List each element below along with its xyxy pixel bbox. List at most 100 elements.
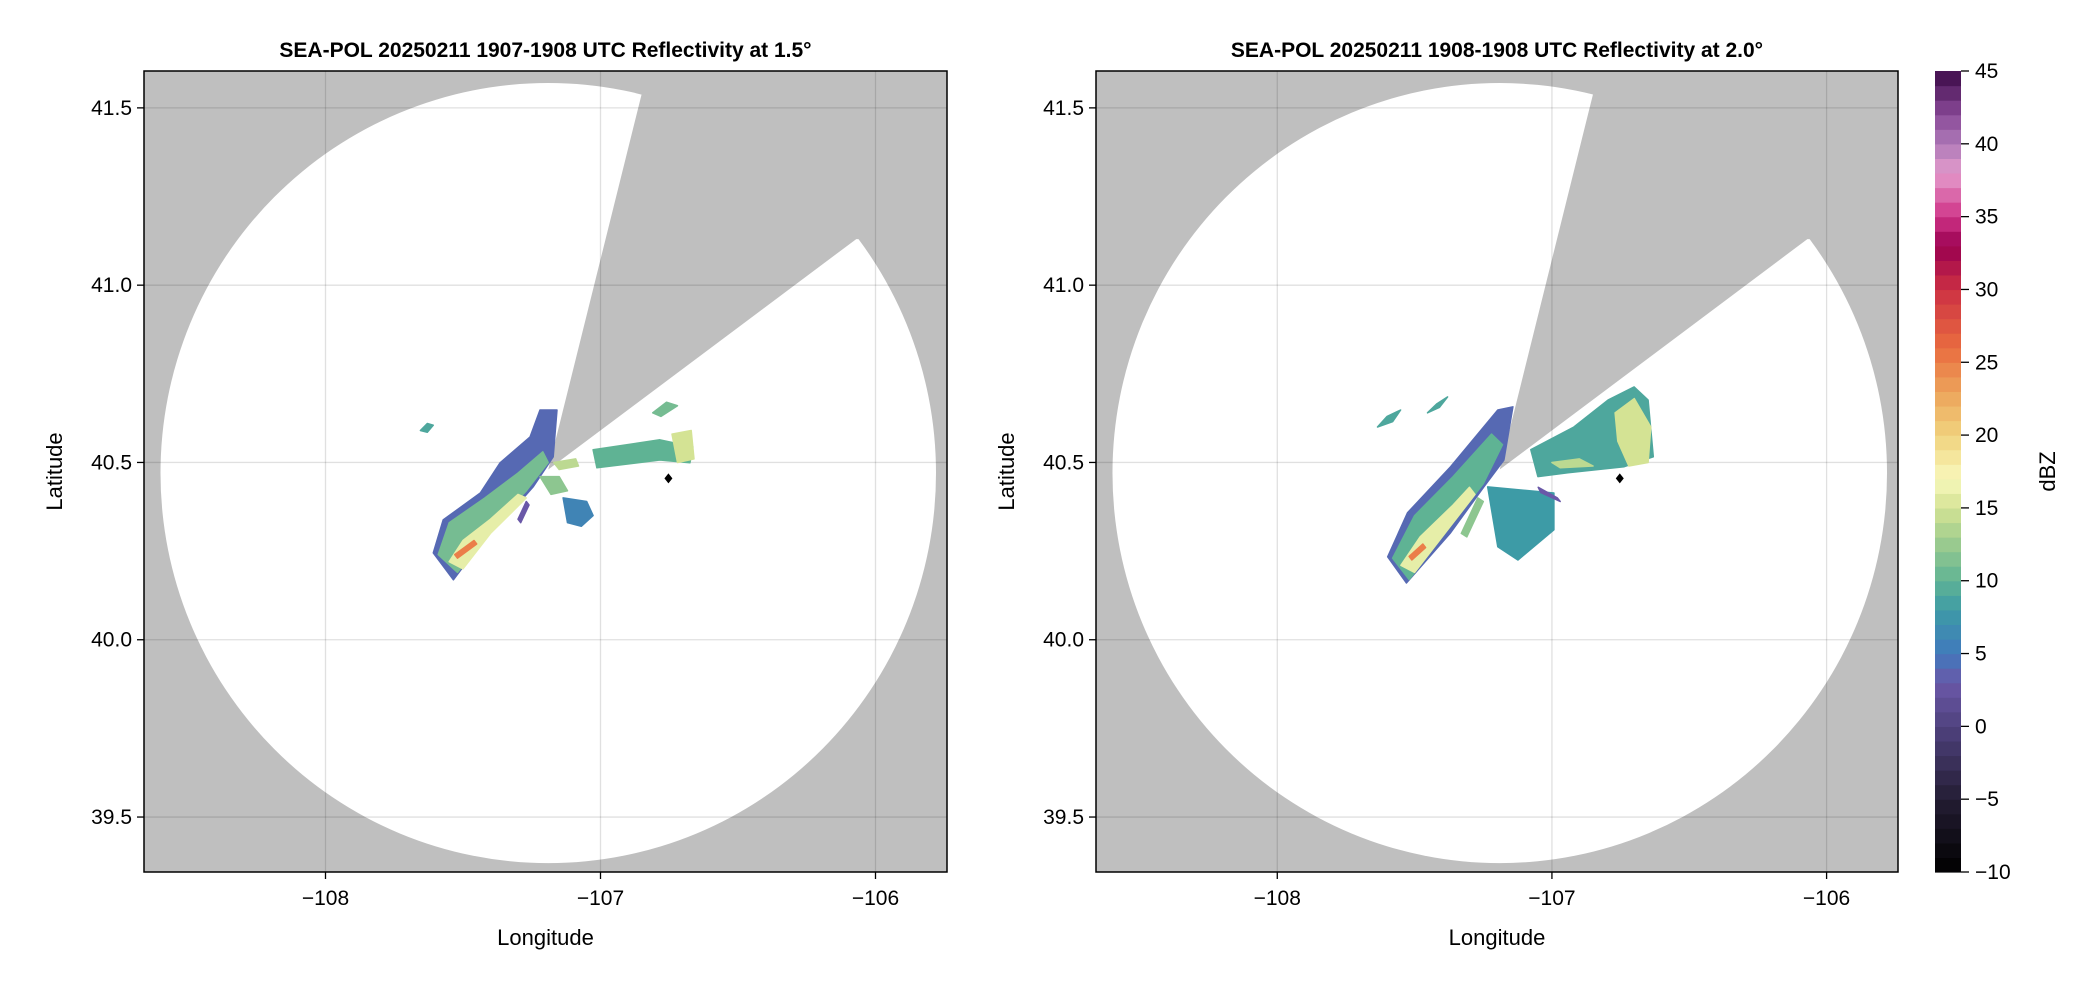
colorbar-label: dBZ bbox=[2035, 451, 2060, 491]
colorbar-bin bbox=[1935, 129, 1961, 145]
colorbar-bin bbox=[1935, 638, 1961, 655]
colorbar-tick-label: 5 bbox=[1975, 643, 1987, 666]
colorbar-tick-label: −10 bbox=[1975, 861, 2011, 884]
location-marker-diamond bbox=[1615, 473, 1624, 484]
colorbar-bin bbox=[1935, 158, 1961, 174]
y-tick-label: 40.5 bbox=[1043, 451, 1084, 474]
chart-title: SEA-POL 20250211 1908-1908 UTC Reflectiv… bbox=[1231, 39, 1763, 62]
colorbar-bin bbox=[1935, 245, 1961, 261]
x-tick-label: −108 bbox=[302, 887, 349, 910]
x-axis-label: Longitude bbox=[497, 925, 594, 950]
colorbar-tick-label: 0 bbox=[1975, 715, 1987, 738]
colorbar-bin bbox=[1935, 333, 1961, 349]
y-tick-label: 40.0 bbox=[91, 629, 132, 652]
colorbar-bin bbox=[1935, 187, 1961, 203]
colorbar-bin bbox=[1935, 347, 1961, 363]
colorbar-bin bbox=[1935, 857, 1961, 873]
colorbar-bin bbox=[1935, 85, 1961, 101]
colorbar-bin bbox=[1935, 726, 1961, 742]
colorbar: −10 −5 0 5 10 15 20 25 30 35 40 45 dBZ bbox=[1935, 60, 2060, 884]
chart-title: SEA-POL 20250211 1907-1908 UTC Reflectiv… bbox=[279, 39, 811, 62]
colorbar-tick-label: −5 bbox=[1975, 788, 1999, 811]
location-marker-diamond bbox=[664, 473, 673, 484]
y-tick-label: 39.5 bbox=[1043, 806, 1084, 829]
colorbar-tick-label: 35 bbox=[1975, 206, 1998, 229]
colorbar-tick-label: 25 bbox=[1975, 351, 1998, 374]
colorbar-tick-label: 15 bbox=[1975, 497, 1998, 520]
colorbar-bin bbox=[1935, 668, 1961, 684]
colorbar-bin bbox=[1935, 143, 1961, 159]
reflectivity-echo bbox=[1460, 497, 1485, 538]
colorbar-bin bbox=[1935, 653, 1961, 669]
blocked-sector bbox=[548, 71, 947, 470]
x-tick-label: −106 bbox=[1803, 887, 1850, 910]
colorbar-bin bbox=[1935, 376, 1961, 392]
y-tick-label: 40.5 bbox=[91, 451, 132, 474]
colorbar-bin bbox=[1935, 114, 1961, 130]
reflectivity-echo bbox=[1537, 486, 1561, 503]
reflectivity-echo bbox=[1408, 543, 1427, 561]
colorbar-bin bbox=[1935, 231, 1961, 247]
colorbar-bin bbox=[1935, 100, 1961, 116]
colorbar-bin bbox=[1935, 784, 1961, 800]
colorbar-bin bbox=[1935, 435, 1961, 451]
colorbar-bin bbox=[1935, 609, 1961, 626]
colorbar-bin bbox=[1935, 828, 1961, 844]
colorbar-bin bbox=[1935, 216, 1961, 232]
reflectivity-echo bbox=[1551, 458, 1594, 469]
colorbar-bin bbox=[1935, 595, 1961, 611]
y-tick-label: 40.0 bbox=[1043, 629, 1084, 652]
colorbar-bin bbox=[1935, 362, 1961, 378]
colorbar-bin bbox=[1935, 289, 1961, 305]
blocked-sector bbox=[1499, 71, 1898, 470]
x-tick-label: −107 bbox=[1528, 887, 1575, 910]
reflectivity-echo bbox=[552, 458, 580, 471]
plot-area bbox=[144, 71, 947, 872]
colorbar-bin bbox=[1935, 507, 1961, 524]
colorbar-bin bbox=[1935, 202, 1961, 218]
reflectivity-echo bbox=[453, 539, 478, 559]
colorbar-bin bbox=[1935, 842, 1961, 859]
colorbar-bin bbox=[1935, 274, 1961, 291]
reflectivity-echo bbox=[419, 422, 435, 434]
y-tick-label: 41.5 bbox=[91, 97, 132, 120]
reflectivity-echo bbox=[651, 401, 679, 418]
plot-area bbox=[1096, 71, 1898, 872]
colorbar-bin bbox=[1935, 260, 1961, 276]
reflectivity-echo bbox=[517, 500, 530, 524]
colorbar-bin bbox=[1935, 755, 1961, 771]
colorbar-tick-label: 45 bbox=[1975, 60, 1998, 83]
colorbar-bin bbox=[1935, 740, 1961, 757]
y-axis-label: Latitude bbox=[994, 432, 1019, 510]
reflectivity-echo bbox=[671, 429, 695, 464]
colorbar-bin bbox=[1935, 537, 1961, 553]
colorbar-bin bbox=[1935, 493, 1961, 509]
colorbar-bin bbox=[1935, 71, 1961, 87]
colorbar-tick-label: 40 bbox=[1975, 133, 1998, 156]
colorbar-bin bbox=[1935, 624, 1961, 640]
right-radar-panel: −108 −107 −106 39.5 40.0 40.5 41.0 41.5 SEA-POL … bbox=[994, 39, 1899, 950]
colorbar-bin bbox=[1935, 391, 1961, 407]
colorbar-bin bbox=[1935, 566, 1961, 582]
axes-frame bbox=[1095, 70, 1899, 873]
reflectivity-echo bbox=[1426, 396, 1449, 414]
colorbar-bin bbox=[1935, 304, 1961, 320]
reflectivity-echo bbox=[1614, 397, 1652, 467]
x-tick-label: −107 bbox=[577, 887, 624, 910]
colorbar-bin bbox=[1935, 172, 1961, 189]
colorbar-bin bbox=[1935, 449, 1961, 465]
reflectivity-echo bbox=[562, 497, 594, 528]
colorbar-bin bbox=[1935, 711, 1961, 727]
colorbar-bin bbox=[1935, 464, 1961, 480]
y-tick-label: 39.5 bbox=[91, 806, 132, 829]
axes-frame bbox=[143, 70, 948, 873]
colorbar-bin bbox=[1935, 580, 1961, 596]
reflectivity-echo bbox=[1376, 409, 1402, 428]
colorbar-bin bbox=[1935, 420, 1961, 436]
y-tick-label: 41.0 bbox=[1043, 274, 1084, 297]
left-radar-panel: −108 −107 −106 39.5 40.0 40.5 41.0 41.5 SEA-POL … bbox=[42, 39, 948, 950]
y-axis-label: Latitude bbox=[42, 432, 67, 510]
reflectivity-echo bbox=[539, 475, 569, 496]
y-tick-label: 41.0 bbox=[91, 274, 132, 297]
x-tick-label: −106 bbox=[852, 887, 899, 910]
